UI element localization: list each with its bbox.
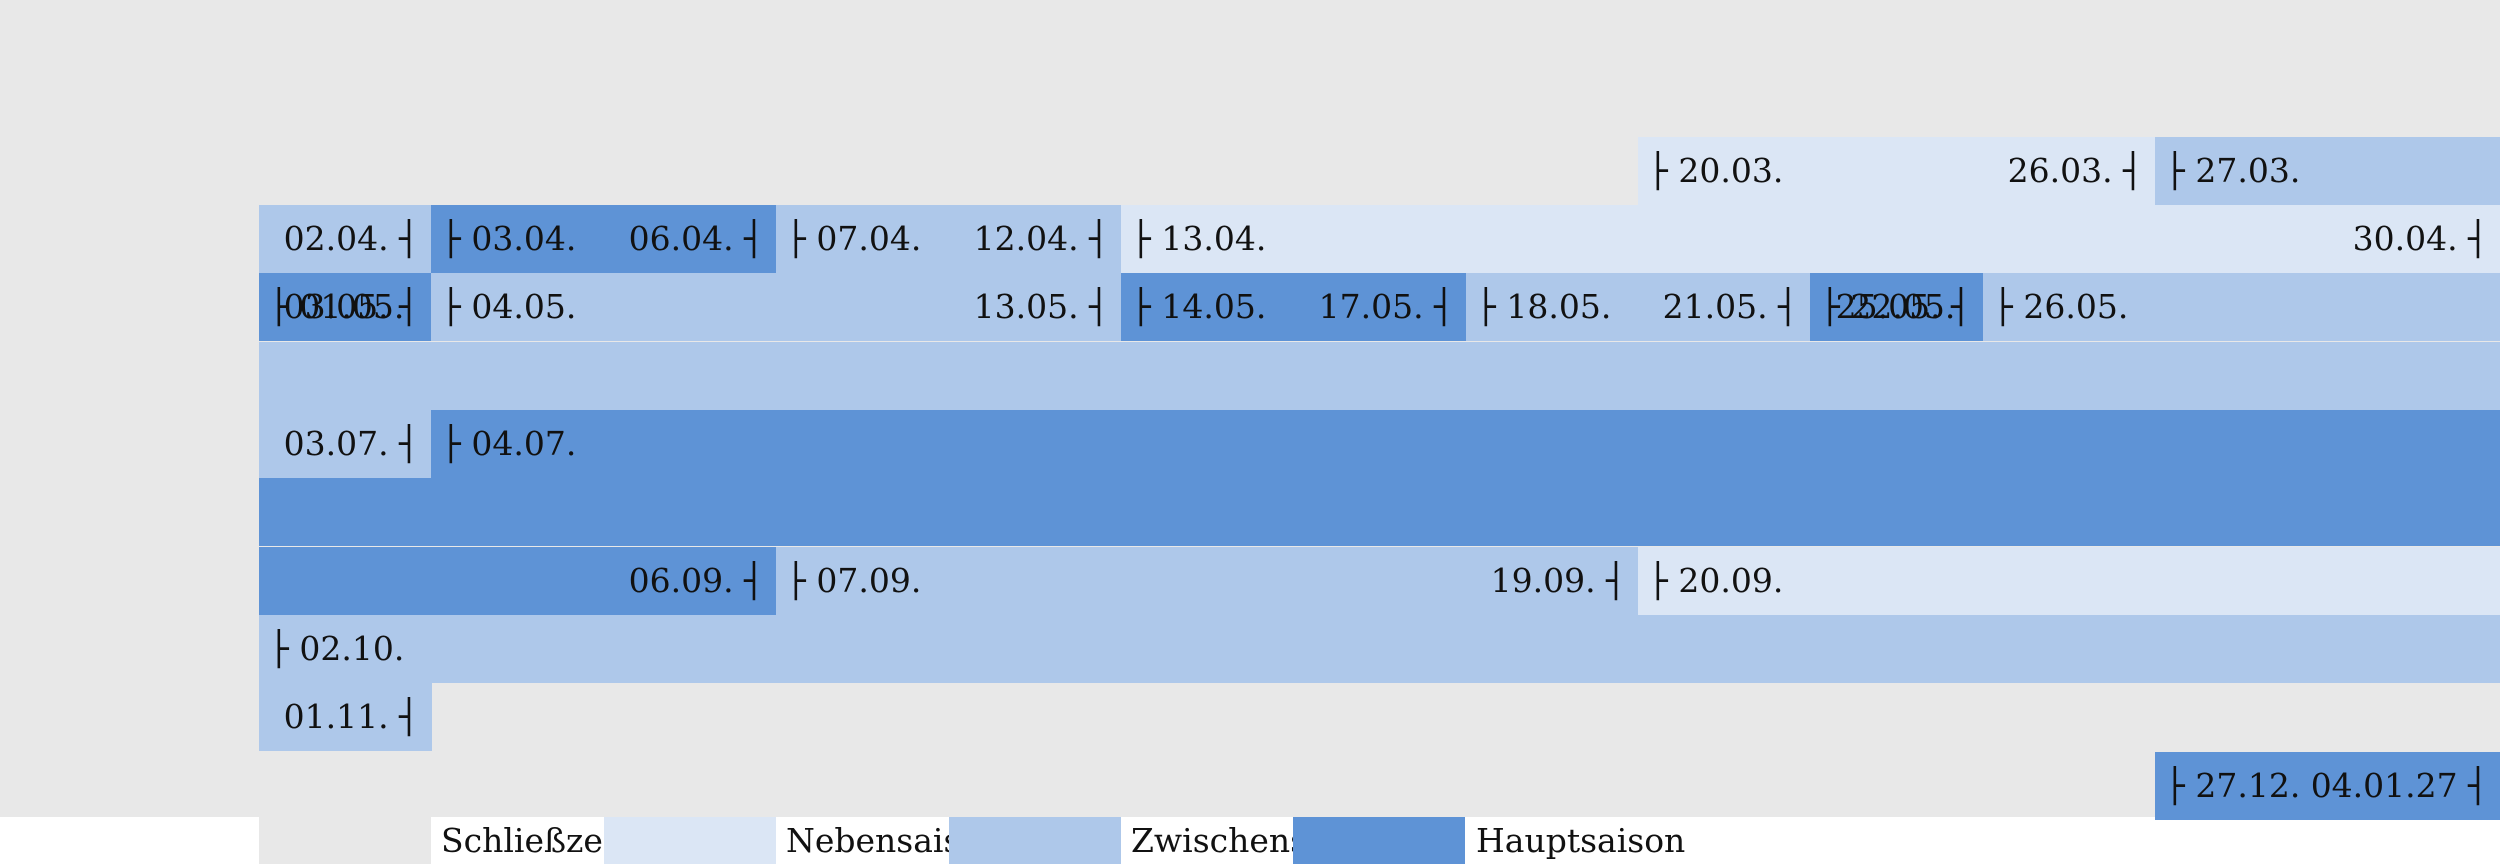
period-start-label: ├ 04.07. <box>441 423 577 463</box>
season-segment <box>259 478 2500 547</box>
period-end-label: 13.05. ┤ <box>973 287 1109 327</box>
season-segment <box>259 614 2500 683</box>
season-segment <box>1121 204 2500 273</box>
legend-swatch-low <box>604 817 776 864</box>
period-start-label: ├ 27.12. <box>2165 765 2301 805</box>
period-end-label: 19.09. ┤ <box>1490 560 1626 600</box>
period-end-label: 30.04. ┤ <box>2352 218 2488 258</box>
season-segment <box>259 204 432 273</box>
season-segment <box>259 273 432 342</box>
season-segment <box>2155 751 2500 820</box>
period-end-label: 21.05. ┤ <box>1662 287 1798 327</box>
season-segment <box>776 546 1638 615</box>
period-end-label: 03.05. ┤ <box>283 287 419 327</box>
season-segment <box>431 273 1121 342</box>
period-start-label: ├ 27.03. <box>2165 150 2301 190</box>
season-segment <box>259 341 2500 410</box>
period-start-label: ├ 20.03. <box>1648 150 1784 190</box>
period-start-label: ├ 07.04. <box>786 218 922 258</box>
period-start-label: ├ 04.05. <box>441 287 577 327</box>
season-segment <box>1121 273 1466 342</box>
legend-swatch-mid <box>949 817 1121 864</box>
season-segment <box>259 683 432 752</box>
season-segment <box>1466 273 1811 342</box>
period-end-label: 06.04. ┤ <box>628 218 764 258</box>
season-segment <box>1638 136 2156 205</box>
season-segment <box>431 409 2500 478</box>
period-start-label: ├ 20.09. <box>1648 560 1784 600</box>
period-start-label: ├ 01.05. <box>269 287 405 327</box>
legend-swatch-high <box>1293 817 1465 864</box>
period-start-label: ├ 02.10. <box>269 628 405 668</box>
season-segment <box>1638 546 2500 615</box>
season-segment <box>1810 273 1983 342</box>
season-segment <box>259 409 432 478</box>
season-segment <box>776 204 1121 273</box>
legend-label-high: Hauptsaison <box>1476 821 1686 860</box>
period-start-label: ├ 03.04. <box>441 218 577 258</box>
period-end-label: 17.05. ┤ <box>1318 287 1454 327</box>
season-segment <box>259 546 777 615</box>
period-end-label: 25.05. ┤ <box>1835 287 1971 327</box>
period-end-label: 02.04. ┤ <box>283 218 419 258</box>
period-end-label: 12.04. ┤ <box>973 218 1109 258</box>
period-end-label: 06.09. ┤ <box>628 560 764 600</box>
period-end-label: 26.03. ┤ <box>2007 150 2143 190</box>
season-segment <box>2155 136 2500 205</box>
period-end-label: 03.07. ┤ <box>283 423 419 463</box>
period-start-label: ├ 18.05. <box>1476 287 1612 327</box>
period-start-label: ├ 13.04. <box>1131 218 1267 258</box>
season-segment <box>1983 273 2500 342</box>
period-start-label: ├ 07.09. <box>786 560 922 600</box>
legend-swatch-closed <box>259 817 431 864</box>
season-segment <box>431 204 776 273</box>
period-end-label: 01.11. ┤ <box>283 697 419 737</box>
period-end-label: 04.01.27 ┤ <box>2310 765 2488 805</box>
period-start-label: ├ 14.05. <box>1131 287 1267 327</box>
legend-label-closed: Schließzeit <box>441 821 627 860</box>
period-start-label: ├ 26.05. <box>1993 287 2129 327</box>
period-start-label: ├ 22.05. <box>1820 287 1956 327</box>
